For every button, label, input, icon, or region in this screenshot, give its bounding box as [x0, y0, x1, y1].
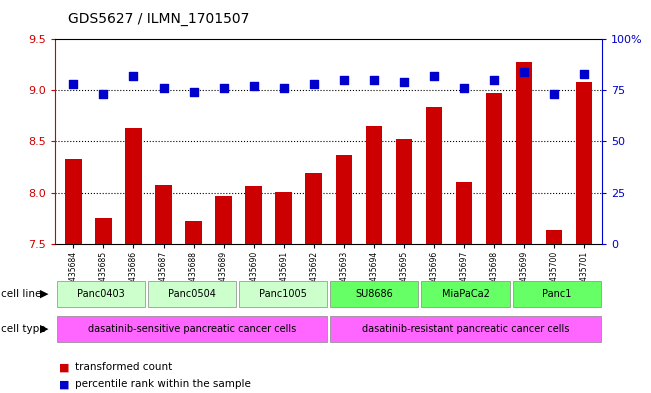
Text: Panc1005: Panc1005: [259, 289, 307, 299]
Bar: [546, 230, 562, 244]
Point: [128, 73, 139, 79]
Text: Panc0403: Panc0403: [77, 289, 125, 299]
Bar: [486, 94, 503, 244]
Text: dasatinib-sensitive pancreatic cancer cells: dasatinib-sensitive pancreatic cancer ce…: [88, 324, 296, 334]
FancyBboxPatch shape: [239, 281, 327, 307]
Point: [188, 89, 199, 95]
Bar: [125, 128, 142, 244]
Point: [249, 83, 259, 90]
Bar: [155, 185, 172, 244]
FancyBboxPatch shape: [421, 281, 510, 307]
Point: [339, 77, 349, 83]
Text: transformed count: transformed count: [75, 362, 172, 373]
Point: [279, 85, 289, 92]
Point: [158, 85, 169, 92]
FancyBboxPatch shape: [512, 281, 601, 307]
Bar: [215, 196, 232, 244]
Text: SU8686: SU8686: [355, 289, 393, 299]
FancyBboxPatch shape: [330, 316, 601, 342]
Text: ▶: ▶: [40, 324, 49, 334]
Point: [368, 77, 379, 83]
Bar: [335, 155, 352, 244]
Text: ■: ■: [59, 362, 69, 373]
Text: MiaPaCa2: MiaPaCa2: [441, 289, 490, 299]
Point: [68, 81, 79, 87]
Text: Panc0504: Panc0504: [168, 289, 216, 299]
FancyBboxPatch shape: [330, 281, 419, 307]
Point: [489, 77, 499, 83]
Point: [459, 85, 469, 92]
Point: [98, 91, 109, 97]
Text: ■: ■: [59, 379, 69, 389]
FancyBboxPatch shape: [57, 281, 145, 307]
Point: [519, 69, 529, 75]
Text: ▶: ▶: [40, 289, 49, 299]
Bar: [576, 82, 592, 244]
Bar: [186, 221, 202, 244]
Bar: [95, 218, 112, 244]
Text: percentile rank within the sample: percentile rank within the sample: [75, 379, 251, 389]
Point: [579, 71, 589, 77]
Bar: [516, 62, 533, 244]
Point: [309, 81, 319, 87]
Point: [398, 79, 409, 85]
Point: [549, 91, 559, 97]
Point: [218, 85, 229, 92]
FancyBboxPatch shape: [148, 281, 236, 307]
Bar: [275, 191, 292, 244]
Bar: [65, 159, 81, 244]
Bar: [456, 182, 472, 244]
Text: dasatinib-resistant pancreatic cancer cells: dasatinib-resistant pancreatic cancer ce…: [362, 324, 569, 334]
FancyBboxPatch shape: [57, 316, 327, 342]
Text: cell line: cell line: [1, 289, 42, 299]
Bar: [396, 140, 412, 244]
Text: cell type: cell type: [1, 324, 46, 334]
Bar: [305, 173, 322, 244]
Point: [429, 73, 439, 79]
Text: GDS5627 / ILMN_1701507: GDS5627 / ILMN_1701507: [68, 12, 250, 26]
Bar: [426, 107, 442, 244]
Bar: [366, 126, 382, 244]
Text: Panc1: Panc1: [542, 289, 572, 299]
Bar: [245, 186, 262, 244]
